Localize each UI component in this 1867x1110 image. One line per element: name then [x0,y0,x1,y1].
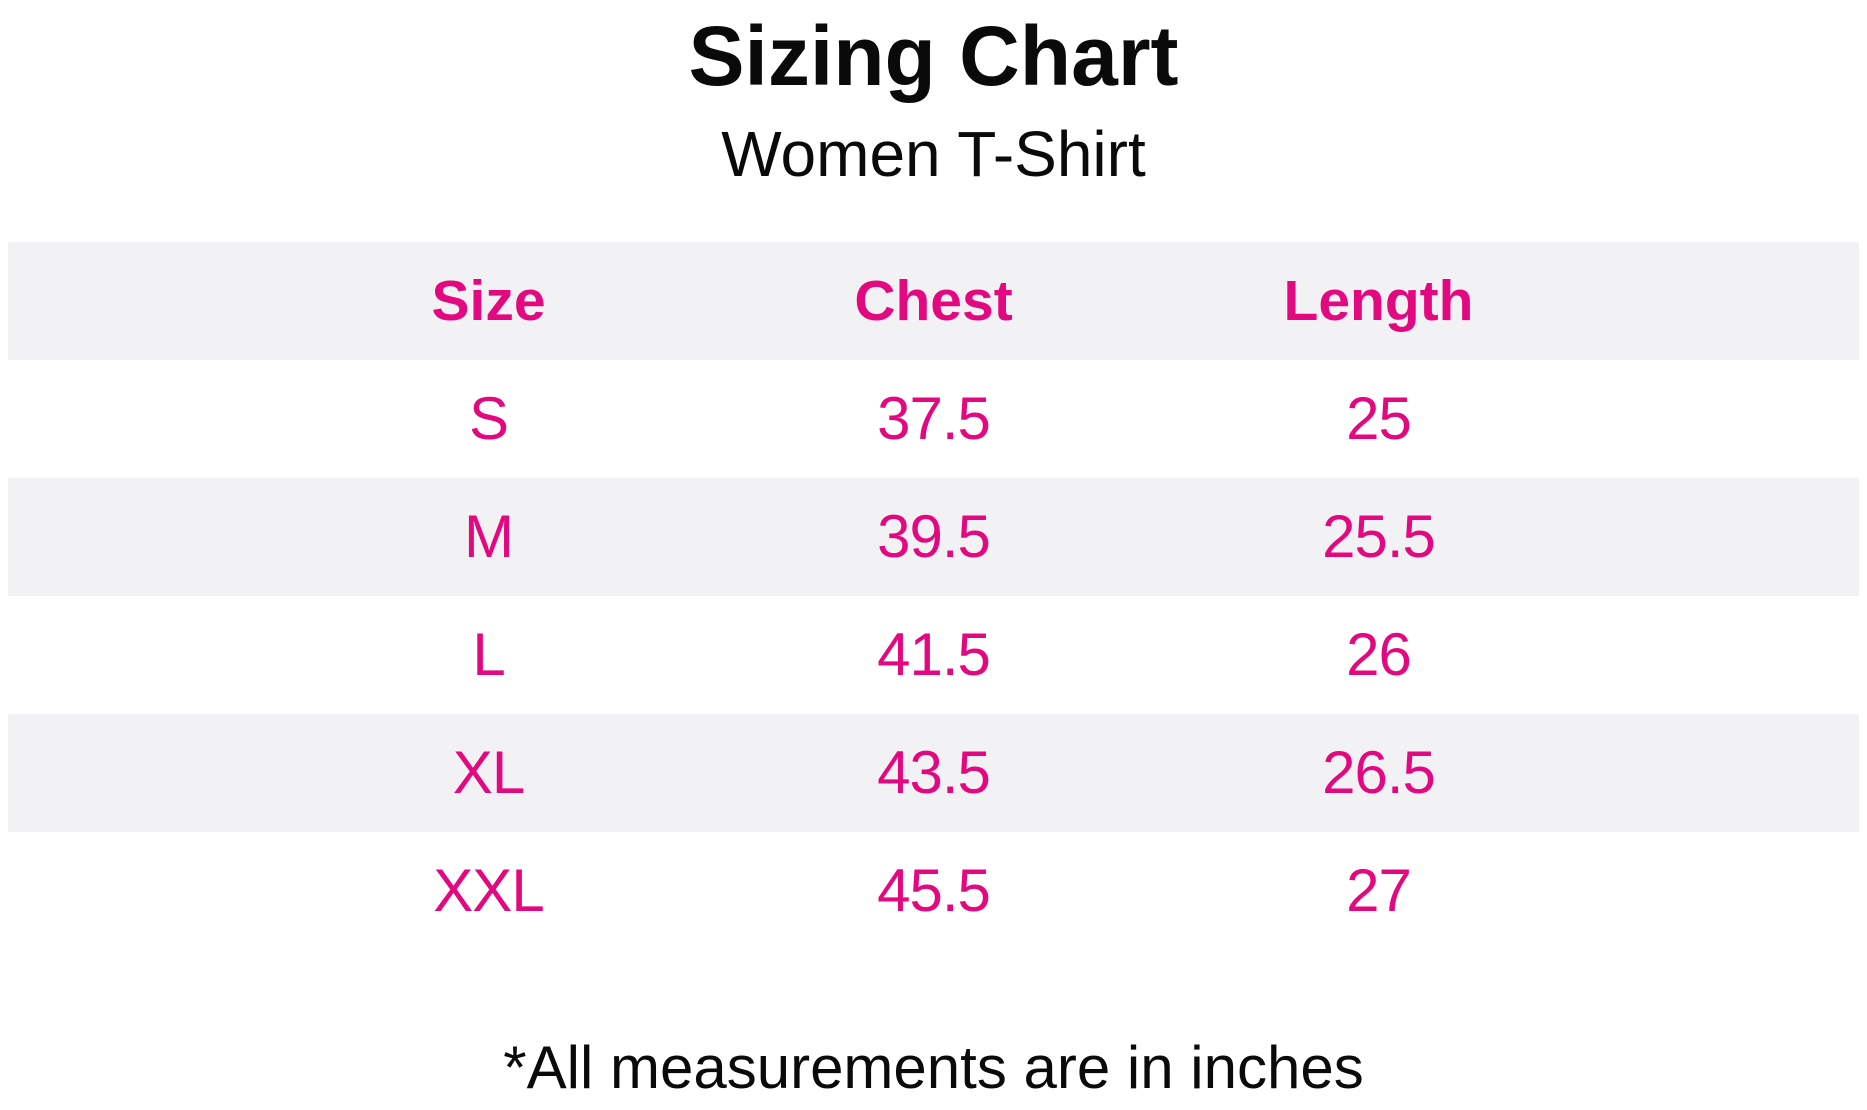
table-row-l: L 41.5 26 [8,596,1859,714]
length-value: 25.5 [1322,503,1436,570]
column-header-size: Size [431,268,546,333]
size-value: S [468,385,509,452]
chest-value: 41.5 [877,621,991,688]
size-value: XXL [433,857,544,924]
column-header-length: Length [1283,268,1474,333]
length-value: 26.5 [1322,739,1436,806]
length-value: 27 [1346,857,1412,924]
chest-value: 39.5 [877,503,991,570]
table-header-row: Size Chest Length [8,242,1859,360]
measurements-footnote: *All measurements are in inches [503,1034,1364,1101]
size-value: XL [452,739,525,806]
length-value: 25 [1346,385,1412,452]
column-header-chest: Chest [854,268,1013,333]
size-value: L [472,621,505,688]
chest-value: 45.5 [877,857,991,924]
page-subtitle: Women T-Shirt [721,118,1146,190]
table-row-m: M 39.5 25.5 [8,478,1859,596]
table-row-xl: XL 43.5 26.5 [8,714,1859,832]
page-title: Sizing Chart [688,9,1179,103]
sizing-table: Size Chest Length S 37.5 25 M 39.5 25.5 … [8,242,1859,950]
length-value: 26 [1346,621,1412,688]
table-row-s: S 37.5 25 [8,360,1859,478]
table-row-xxl: XXL 45.5 27 [8,832,1859,950]
chest-value: 43.5 [877,739,991,806]
size-value: M [464,503,514,570]
chest-value: 37.5 [877,385,991,452]
